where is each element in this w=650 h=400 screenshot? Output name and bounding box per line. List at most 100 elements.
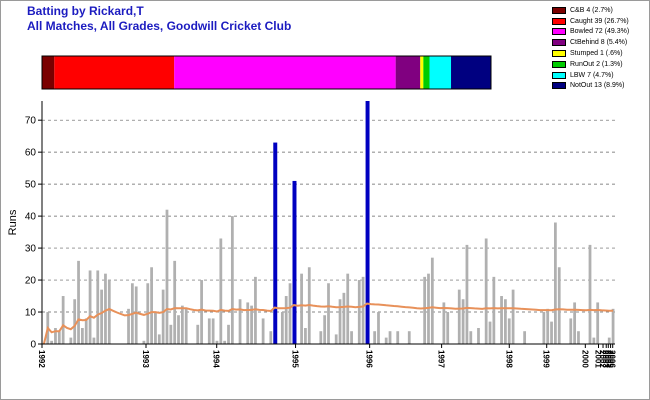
innings-bar (173, 260, 177, 344)
x-tick-label: 1992 (37, 350, 46, 368)
innings-bar (423, 276, 427, 344)
innings-bar (54, 328, 57, 344)
innings-bar (350, 331, 353, 344)
innings-bar (457, 289, 461, 344)
dismissal-segment (42, 56, 55, 89)
innings-bar (407, 331, 411, 344)
not-out-bar (273, 142, 278, 344)
innings-bar (161, 289, 165, 344)
innings-bar (254, 276, 257, 344)
innings-bar (57, 331, 61, 344)
y-tick-label: 20 (25, 276, 37, 287)
innings-bar (577, 331, 580, 344)
innings-bar (219, 238, 223, 344)
legend-swatch (552, 71, 566, 79)
y-tick-label: 30 (25, 244, 37, 255)
legend-item: Stumped 1 (.6%) (552, 48, 629, 59)
innings-bar (304, 328, 307, 344)
legend: C&B 4 (2.7%) Caught 39 (26.7%) Bowled 72… (552, 5, 629, 91)
x-tick-label: 1998 (504, 350, 513, 368)
innings-bar (338, 299, 342, 344)
innings-bar (250, 305, 253, 344)
innings-bar (596, 302, 600, 344)
legend-swatch (552, 28, 566, 36)
innings-bar (73, 299, 77, 344)
legend-swatch (552, 39, 566, 47)
y-tick-label: 40 (25, 212, 37, 223)
innings-bar (465, 244, 469, 344)
x-tick-label: 2002 (598, 350, 607, 368)
innings-bar (607, 337, 611, 344)
innings-bar (396, 331, 400, 344)
legend-swatch (552, 17, 566, 25)
innings-bar (300, 273, 303, 344)
chart-title: Batting by Rickard,T (27, 4, 144, 18)
innings-bar (357, 280, 361, 344)
not-out-bar (292, 180, 297, 344)
legend-item: LBW 7 (4.7%) (552, 70, 629, 81)
innings-bar (211, 318, 215, 344)
legend-item: C&B 4 (2.7%) (552, 5, 629, 16)
innings-bar (334, 334, 338, 344)
innings-bar (157, 334, 161, 344)
innings-bar (80, 328, 84, 344)
legend-label: CtBehind 8 (5.4%) (570, 39, 628, 47)
innings-bar (230, 216, 234, 344)
legend-item: Caught 39 (26.7%) (552, 16, 629, 27)
innings-bar (507, 318, 511, 344)
innings-bar (127, 308, 130, 344)
innings-bar (134, 286, 138, 344)
innings-bar (361, 276, 365, 344)
innings-bar (288, 283, 292, 344)
x-tick-label: 1996 (365, 350, 374, 368)
innings-bar (246, 302, 250, 344)
innings-bar (165, 209, 169, 344)
innings-bar (100, 289, 103, 344)
x-tick-label: 1997 (437, 350, 446, 368)
innings-bar (611, 308, 615, 344)
dismissal-segment (395, 56, 421, 89)
dismissal-segment (54, 56, 175, 89)
x-tick-label: 2005 (606, 350, 615, 368)
dismissal-segment (423, 56, 430, 89)
innings-bar (223, 340, 227, 344)
innings-bar (50, 340, 53, 344)
innings-bar (588, 244, 592, 344)
x-tick-label: 1994 (212, 350, 221, 368)
x-tick-label: 2003 (601, 350, 610, 368)
y-tick-label: 0 (30, 340, 36, 351)
y-tick-label: 70 (25, 116, 37, 127)
innings-bar (523, 331, 527, 344)
innings-bar (323, 315, 327, 344)
dismissal-segment (451, 56, 491, 89)
innings-bar (592, 337, 596, 344)
legend-label: Bowled 72 (49.3%) (570, 28, 630, 36)
innings-bar (319, 331, 323, 344)
innings-bar (550, 321, 553, 344)
innings-bar (238, 299, 242, 344)
legend-label: C&B 4 (2.7%) (570, 6, 613, 14)
legend-swatch (552, 60, 566, 68)
innings-bar (196, 324, 200, 344)
innings-bar (104, 273, 107, 344)
innings-bar (227, 324, 230, 344)
innings-bar (169, 324, 173, 344)
x-tick-label: 2001 (593, 350, 602, 368)
innings-bar (511, 289, 515, 344)
chart-subtitle: All Matches, All Grades, Goodwill Cricke… (27, 19, 292, 33)
legend-swatch (552, 50, 566, 58)
innings-bar (477, 328, 480, 344)
innings-bar (492, 276, 496, 344)
innings-bar (84, 318, 88, 344)
innings-bar (77, 260, 80, 344)
legend-label: RunOut 2 (1.3%) (570, 60, 623, 68)
y-tick-label: 10 (25, 308, 37, 319)
x-tick-label: 2006 (608, 350, 617, 368)
innings-bar (92, 337, 96, 344)
innings-bar (261, 318, 265, 344)
legend-swatch (552, 6, 566, 14)
dismissal-segment (174, 56, 396, 89)
legend-item: NotOut 13 (8.9%) (552, 81, 629, 92)
legend-item: CtBehind 8 (5.4%) (552, 37, 629, 48)
innings-bar (207, 318, 211, 344)
